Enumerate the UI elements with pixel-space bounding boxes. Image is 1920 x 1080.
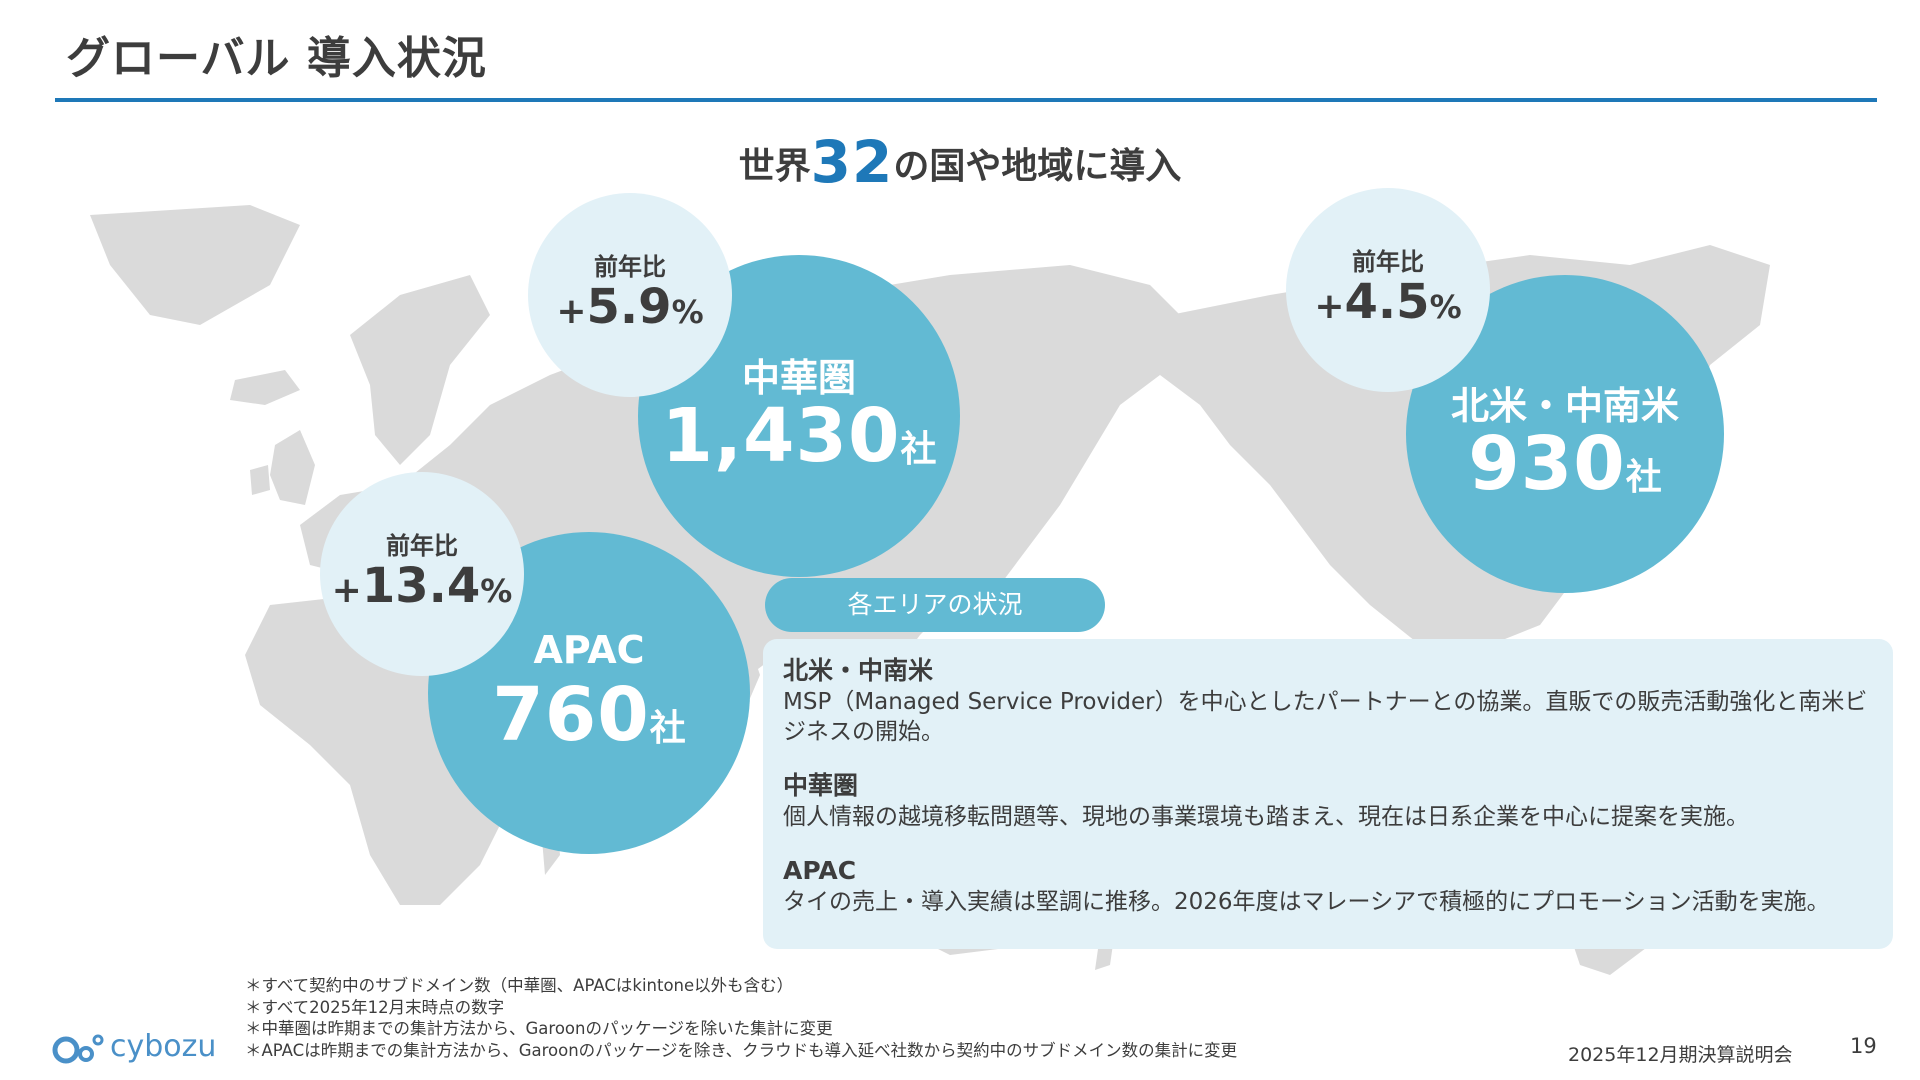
- status-body: 個人情報の越境移転問題等、現地の事業環境も踏まえ、現在は日系企業を中心に提案を実…: [783, 804, 1749, 830]
- region-count: 760社: [428, 672, 750, 758]
- status-section-china: 中華圏 個人情報の越境移転問題等、現地の事業環境も踏まえ、現在は日系企業を中心に…: [783, 770, 1873, 832]
- yoy-circle-china: 前年比 +5.9%: [528, 193, 732, 397]
- status-heading: 中華圏: [783, 771, 859, 800]
- yoy-value: +4.5%: [1286, 274, 1490, 330]
- headline: 世界32の国や地域に導入: [0, 128, 1920, 196]
- yoy-percent: %: [671, 293, 704, 331]
- yoy-value: +13.4%: [320, 558, 524, 614]
- cybozu-logo: cybozu: [52, 1026, 216, 1066]
- region-name: 北米・中南米: [1450, 384, 1679, 428]
- status-heading: 北米・中南米: [783, 656, 934, 685]
- area-status-panel: 北米・中南米 MSP（Managed Service Provider）を中心と…: [763, 639, 1893, 949]
- region-name: APAC: [533, 628, 645, 672]
- region-count-value: 930: [1468, 421, 1626, 507]
- status-body: タイの売上・導入実績は堅調に推移。2026年度はマレーシアで積極的にプロモーショ…: [783, 889, 1830, 915]
- yoy-value: +5.9%: [528, 279, 732, 335]
- region-count-unit: 社: [1625, 457, 1662, 498]
- yoy-sign: +: [331, 570, 362, 611]
- yoy-label: 前年比: [386, 532, 458, 560]
- yoy-number: 13.4: [361, 558, 481, 614]
- yoy-circle-apac: 前年比 +13.4%: [320, 472, 524, 676]
- status-heading: APAC: [783, 856, 857, 885]
- headline-country-count: 32: [810, 128, 894, 196]
- headline-suffix: の国や地域に導入: [893, 146, 1182, 187]
- footnote: ＊すべて2025年12月末時点の数字: [245, 997, 505, 1017]
- yoy-sign: +: [1314, 286, 1345, 327]
- yoy-percent: %: [1429, 288, 1462, 326]
- status-section-apac: APAC タイの売上・導入実績は堅調に推移。2026年度はマレーシアで積極的にプ…: [783, 855, 1873, 917]
- cybozu-logo-text: cybozu: [110, 1028, 217, 1064]
- yoy-label: 前年比: [594, 253, 666, 281]
- region-count: 1,430社: [638, 393, 960, 479]
- region-name: 中華圏: [741, 356, 856, 400]
- yoy-number: 4.5: [1344, 274, 1430, 330]
- region-count-unit: 社: [649, 708, 686, 749]
- status-section-north-america: 北米・中南米 MSP（Managed Service Provider）を中心と…: [783, 655, 1873, 747]
- region-count-value: 760: [492, 672, 650, 758]
- footnote: ＊中華圏は昨期までの集計方法から、Garoonのパッケージを除いた集計に変更: [245, 1019, 833, 1038]
- yoy-number: 5.9: [586, 279, 672, 335]
- region-count-value: 1,430: [661, 393, 901, 479]
- region-count-unit: 社: [900, 429, 937, 470]
- yoy-percent: %: [480, 572, 513, 610]
- footnotes: ＊すべて契約中のサブドメイン数（中華圏、APACはkintone以外も含む） ＊…: [245, 975, 1237, 1061]
- page-number: 19: [1850, 1034, 1877, 1058]
- cybozu-logo-mark-icon: [52, 1034, 104, 1064]
- area-status-label: 各エリアの状況: [765, 578, 1105, 632]
- region-count: 930社: [1406, 421, 1724, 507]
- page-title: グローバル 導入状況: [66, 33, 487, 84]
- event-name: 2025年12月期決算説明会: [1568, 1044, 1793, 1066]
- footnote: ＊APACは昨期までの集計方法から、Garoonのパッケージを除き、クラウドも導…: [245, 1040, 1238, 1060]
- yoy-circle-north-america: 前年比 +4.5%: [1286, 188, 1490, 392]
- headline-prefix: 世界: [738, 146, 811, 187]
- yoy-sign: +: [556, 291, 587, 332]
- footnote: ＊すべて契約中のサブドメイン数（中華圏、APACはkintone以外も含む）: [245, 976, 794, 995]
- yoy-label: 前年比: [1352, 248, 1424, 276]
- status-body: MSP（Managed Service Provider）を中心としたパートナー…: [783, 689, 1868, 745]
- title-divider: [55, 98, 1877, 102]
